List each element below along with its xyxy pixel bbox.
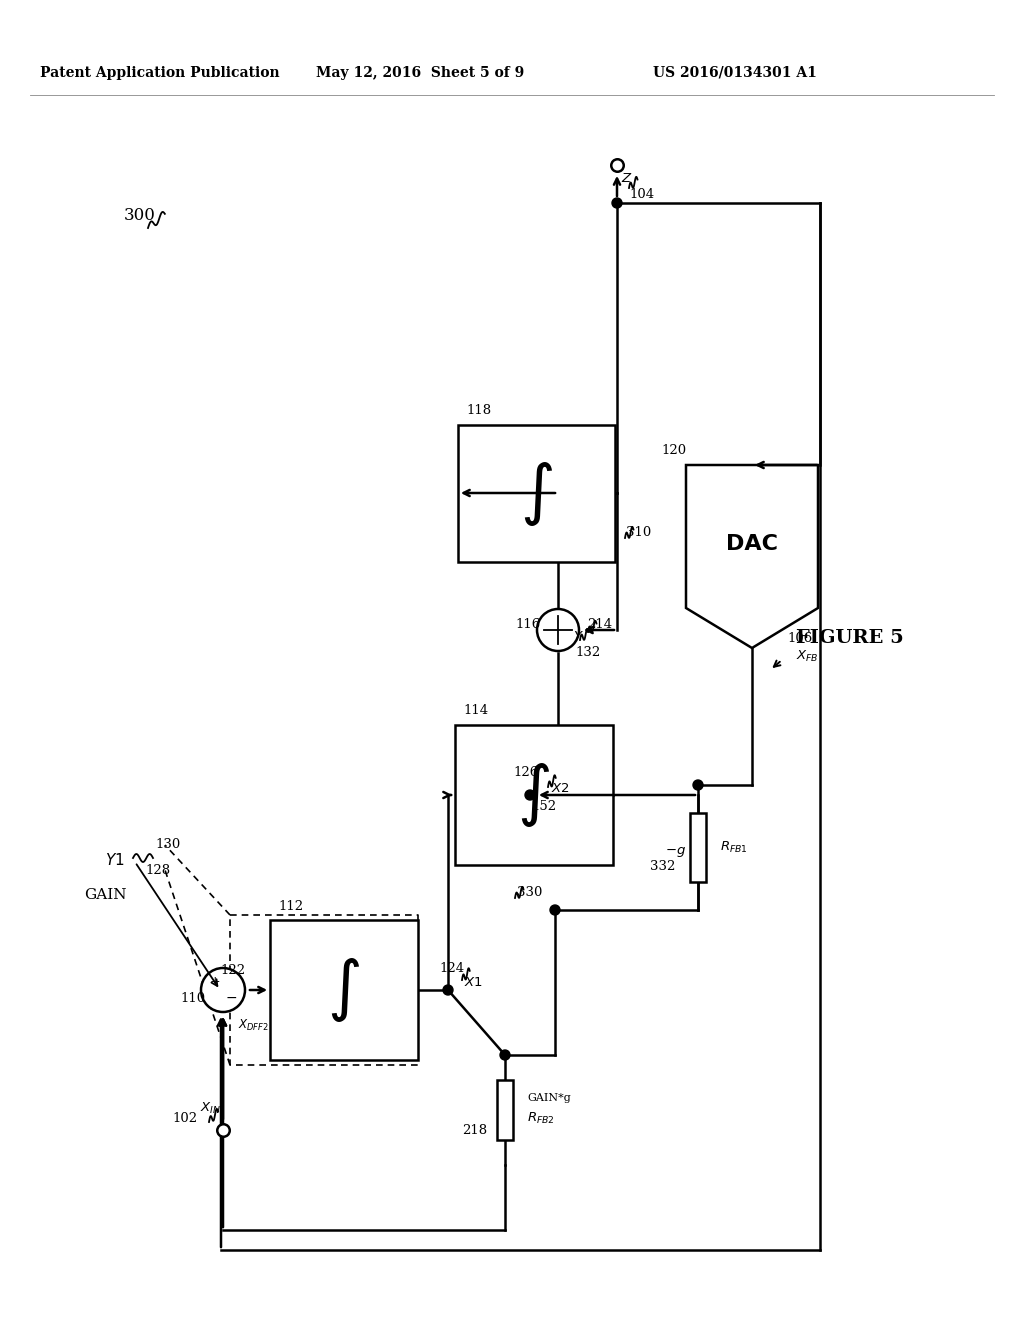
Text: GAIN*g: GAIN*g — [527, 1093, 570, 1104]
Text: $X_{FB}$: $X_{FB}$ — [796, 648, 818, 664]
Text: $\int$: $\int$ — [517, 762, 551, 829]
Text: $Y$: $Y$ — [572, 630, 584, 643]
Text: 116: 116 — [515, 618, 541, 631]
Text: DAC: DAC — [726, 535, 778, 554]
Circle shape — [443, 985, 453, 995]
Text: 106: 106 — [787, 631, 813, 644]
Text: 128: 128 — [145, 863, 171, 876]
Text: $\int$: $\int$ — [520, 459, 553, 528]
Text: $R_{FB1}$: $R_{FB1}$ — [720, 840, 748, 854]
Circle shape — [612, 198, 622, 209]
Circle shape — [201, 968, 245, 1012]
Text: $\int$: $\int$ — [328, 956, 360, 1024]
Text: $X1$: $X1$ — [464, 975, 482, 989]
Text: 332: 332 — [650, 861, 676, 874]
Text: 218: 218 — [463, 1123, 487, 1137]
Text: $X_{IN}$: $X_{IN}$ — [201, 1101, 221, 1115]
Text: 114: 114 — [463, 705, 488, 718]
Bar — [497, 1080, 513, 1140]
Text: 120: 120 — [662, 445, 686, 458]
Text: GAIN: GAIN — [84, 888, 126, 902]
Text: FIGURE 5: FIGURE 5 — [796, 630, 904, 647]
Text: 126: 126 — [513, 767, 539, 780]
Circle shape — [537, 609, 579, 651]
Bar — [458, 425, 615, 562]
Bar — [270, 920, 418, 1060]
Text: $X_{DFF2}$: $X_{DFF2}$ — [238, 1018, 268, 1032]
Text: 122: 122 — [220, 964, 246, 977]
Text: 130: 130 — [156, 838, 180, 851]
Text: −: − — [225, 991, 238, 1005]
Text: 152: 152 — [531, 800, 557, 813]
Text: +: + — [209, 974, 220, 987]
Text: 214: 214 — [588, 619, 612, 631]
Text: $X2$: $X2$ — [551, 783, 569, 796]
Text: 310: 310 — [627, 527, 651, 540]
Circle shape — [500, 1049, 510, 1060]
Polygon shape — [686, 465, 818, 648]
Text: May 12, 2016  Sheet 5 of 9: May 12, 2016 Sheet 5 of 9 — [315, 66, 524, 81]
Circle shape — [693, 780, 703, 789]
Text: 124: 124 — [439, 961, 465, 974]
Bar — [690, 813, 706, 882]
Text: 330: 330 — [517, 886, 543, 899]
Text: US 2016/0134301 A1: US 2016/0134301 A1 — [653, 66, 817, 81]
Text: $-g$: $-g$ — [666, 845, 686, 859]
Text: 300: 300 — [124, 206, 156, 223]
Text: 118: 118 — [466, 404, 492, 417]
Bar — [455, 725, 613, 865]
Text: $R_{FB2}$: $R_{FB2}$ — [527, 1110, 555, 1126]
Text: 112: 112 — [278, 899, 303, 912]
Text: $Y1$: $Y1$ — [105, 851, 125, 869]
Text: 132: 132 — [575, 645, 601, 659]
Text: 110: 110 — [180, 991, 206, 1005]
Circle shape — [525, 789, 535, 800]
Text: 102: 102 — [172, 1111, 198, 1125]
Text: Patent Application Publication: Patent Application Publication — [40, 66, 280, 81]
Circle shape — [550, 906, 560, 915]
Text: 104: 104 — [630, 189, 654, 202]
Text: $Z$: $Z$ — [622, 172, 633, 185]
